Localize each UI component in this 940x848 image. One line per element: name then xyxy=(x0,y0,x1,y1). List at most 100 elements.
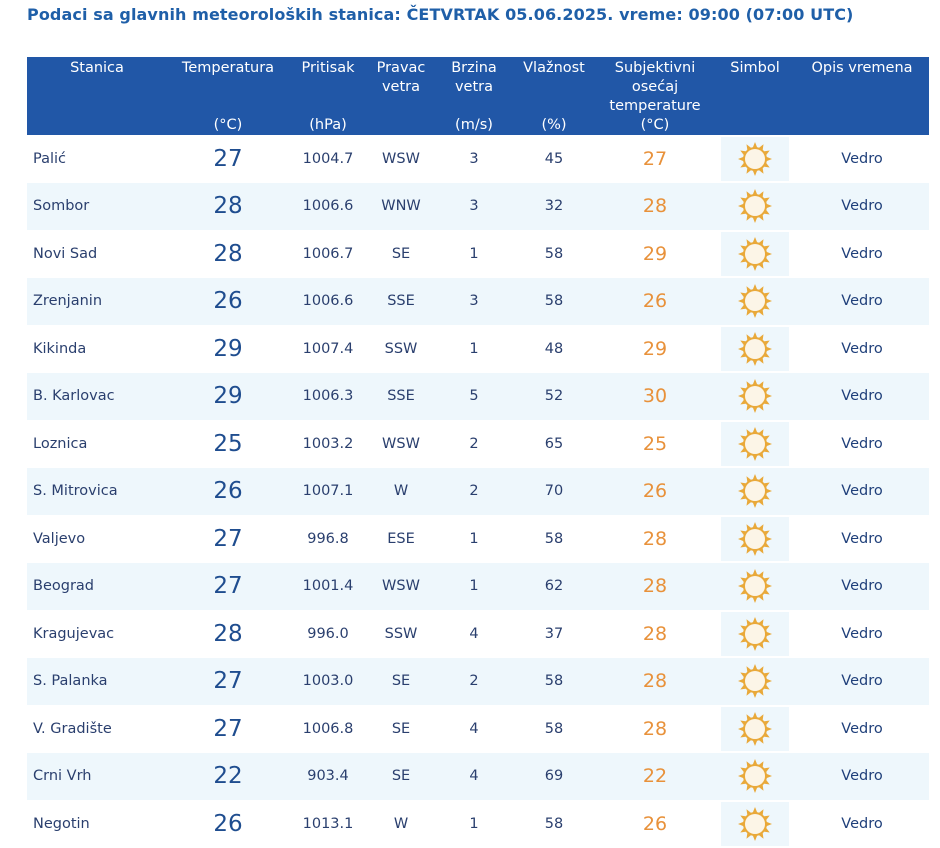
cell-desc: Vedro xyxy=(795,135,929,183)
cell-station: B. Karlovac xyxy=(27,372,167,420)
sun-icon xyxy=(721,326,789,371)
cell-press: 1006.6 xyxy=(289,182,367,230)
cell-feel: 22 xyxy=(595,752,715,800)
cell-wind: SE xyxy=(367,230,435,278)
cell-press: 1006.7 xyxy=(289,230,367,278)
cell-feel: 27 xyxy=(595,135,715,183)
column-header-label: Vlažnost xyxy=(523,60,585,76)
sun-icon xyxy=(721,421,789,466)
cell-symbol xyxy=(715,277,795,325)
cell-wind: SSW xyxy=(367,325,435,373)
cell-desc: Vedro xyxy=(795,325,929,373)
cell-temp: 27 xyxy=(167,705,289,753)
cell-hum: 37 xyxy=(513,610,595,658)
column-header-label: Stanica xyxy=(70,60,124,76)
cell-feel: 28 xyxy=(595,705,715,753)
cell-feel: 26 xyxy=(595,277,715,325)
cell-feel: 29 xyxy=(595,230,715,278)
table-row: Kikinda 29 1007.4 SSW 1 48 29 Vedro xyxy=(27,325,929,373)
cell-desc: Vedro xyxy=(795,705,929,753)
column-header-label: Simbol xyxy=(730,60,780,76)
cell-station: S. Palanka xyxy=(27,657,167,705)
table-row: Zrenjanin 26 1006.6 SSE 3 58 26 Vedro xyxy=(27,277,929,325)
cell-hum: 48 xyxy=(513,325,595,373)
cell-hum: 58 xyxy=(513,277,595,325)
cell-symbol xyxy=(715,752,795,800)
cell-desc: Vedro xyxy=(795,182,929,230)
cell-desc: Vedro xyxy=(795,752,929,800)
column-header-unit: (%) xyxy=(541,117,567,133)
cell-symbol xyxy=(715,705,795,753)
cell-symbol xyxy=(715,657,795,705)
cell-wind: SE xyxy=(367,705,435,753)
cell-press: 1003.2 xyxy=(289,420,367,468)
cell-hum: 32 xyxy=(513,182,595,230)
cell-temp: 28 xyxy=(167,610,289,658)
cell-station: Zrenjanin xyxy=(27,277,167,325)
column-header-feel: Subjektivni osećaj temperature (°C) xyxy=(595,57,715,135)
table-header-row: Stanica Temperatura (°C) Pritisak (hPa) Prava… xyxy=(27,57,929,135)
cell-feel: 28 xyxy=(595,182,715,230)
cell-station: Beograd xyxy=(27,562,167,610)
cell-temp: 27 xyxy=(167,657,289,705)
cell-symbol xyxy=(715,182,795,230)
sun-icon xyxy=(721,279,789,324)
column-header-label: Subjektivni osećaj temperature xyxy=(609,60,701,114)
cell-speed: 2 xyxy=(435,657,513,705)
cell-speed: 1 xyxy=(435,800,513,848)
column-header-unit: (°C) xyxy=(640,117,670,133)
cell-hum: 58 xyxy=(513,230,595,278)
cell-desc: Vedro xyxy=(795,657,929,705)
column-header-speed: Brzina vetra (m/s) xyxy=(435,57,513,135)
cell-wind: SSE xyxy=(367,277,435,325)
cell-press: 1007.1 xyxy=(289,467,367,515)
cell-speed: 1 xyxy=(435,562,513,610)
cell-press: 996.0 xyxy=(289,610,367,658)
cell-speed: 3 xyxy=(435,135,513,183)
cell-hum: 70 xyxy=(513,467,595,515)
cell-hum: 65 xyxy=(513,420,595,468)
weather-table: Stanica Temperatura (°C) Pritisak (hPa) Prava… xyxy=(27,57,929,848)
table-row: Novi Sad 28 1006.7 SE 1 58 29 Vedro xyxy=(27,230,929,278)
cell-wind: WSW xyxy=(367,135,435,183)
cell-hum: 45 xyxy=(513,135,595,183)
column-header-label: Pravac vetra xyxy=(376,60,426,95)
cell-speed: 1 xyxy=(435,515,513,563)
cell-symbol xyxy=(715,467,795,515)
table-row: Kragujevac 28 996.0 SSW 4 37 28 Vedro xyxy=(27,610,929,658)
cell-symbol xyxy=(715,515,795,563)
cell-desc: Vedro xyxy=(795,277,929,325)
cell-hum: 52 xyxy=(513,372,595,420)
sun-icon xyxy=(721,611,789,656)
cell-press: 1006.8 xyxy=(289,705,367,753)
sun-icon xyxy=(721,374,789,419)
cell-wind: SSW xyxy=(367,610,435,658)
cell-press: 1006.3 xyxy=(289,372,367,420)
cell-station: S. Mitrovica xyxy=(27,467,167,515)
cell-symbol xyxy=(715,610,795,658)
cell-wind: WSW xyxy=(367,420,435,468)
cell-speed: 5 xyxy=(435,372,513,420)
column-header-temp: Temperatura (°C) xyxy=(167,57,289,135)
cell-temp: 26 xyxy=(167,277,289,325)
cell-press: 903.4 xyxy=(289,752,367,800)
cell-hum: 69 xyxy=(513,752,595,800)
cell-hum: 58 xyxy=(513,657,595,705)
table-row: V. Gradište 27 1006.8 SE 4 58 28 Vedro xyxy=(27,705,929,753)
cell-temp: 27 xyxy=(167,135,289,183)
cell-temp: 28 xyxy=(167,230,289,278)
cell-wind: SE xyxy=(367,752,435,800)
sun-icon xyxy=(721,516,789,561)
cell-station: V. Gradište xyxy=(27,705,167,753)
cell-temp: 25 xyxy=(167,420,289,468)
cell-speed: 3 xyxy=(435,277,513,325)
table-row: Negotin 26 1013.1 W 1 58 26 Vedro xyxy=(27,800,929,848)
table-row: Sombor 28 1006.6 WNW 3 32 28 Vedro xyxy=(27,182,929,230)
cell-temp: 27 xyxy=(167,562,289,610)
sun-icon xyxy=(721,184,789,229)
cell-hum: 58 xyxy=(513,705,595,753)
weather-table-container: Stanica Temperatura (°C) Pritisak (hPa) Prava… xyxy=(27,57,929,848)
cell-symbol xyxy=(715,800,795,848)
cell-temp: 29 xyxy=(167,325,289,373)
cell-wind: SE xyxy=(367,657,435,705)
